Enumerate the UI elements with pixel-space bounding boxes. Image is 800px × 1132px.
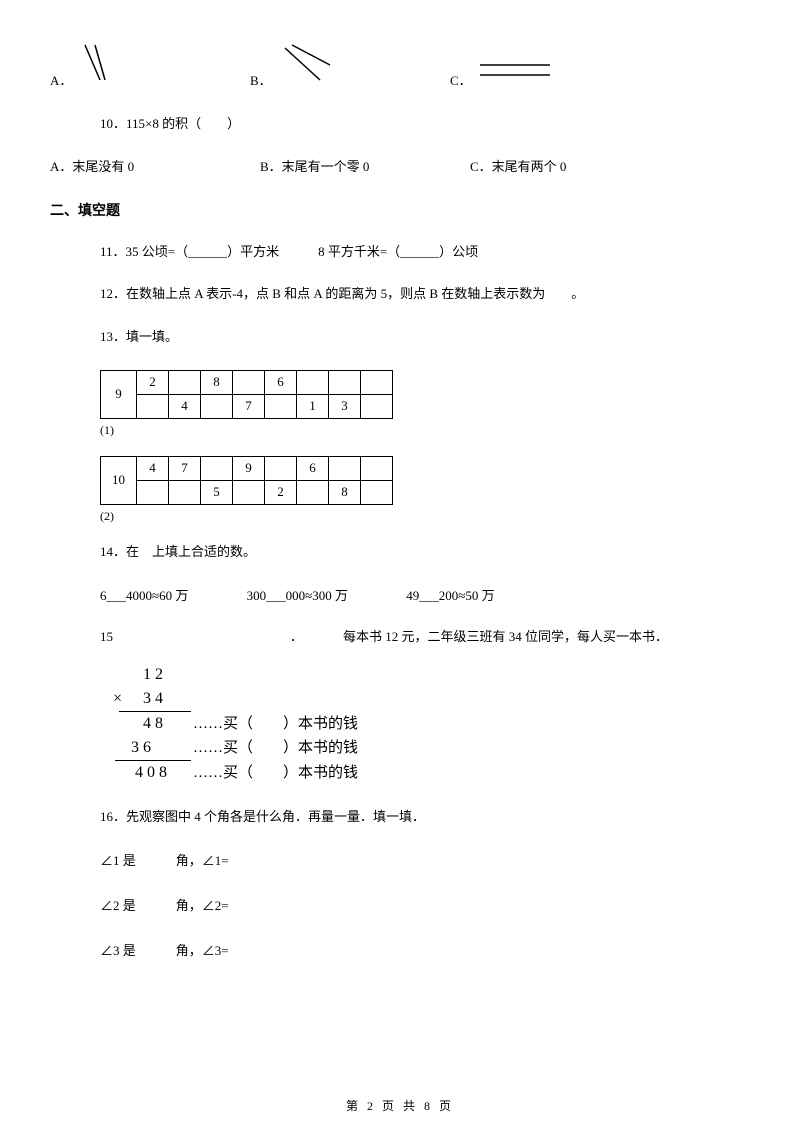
t1-label: 9	[101, 370, 137, 418]
q10-text: 10．115×8 的积（ ）	[50, 114, 750, 135]
mult-sum: 408	[115, 761, 179, 785]
q14-i0[interactable]: 6___4000≈60 万	[100, 585, 188, 604]
q15-row: 15 ． 每本书 12 元，二年级三班有 34 位同学，每人买一本书．	[50, 626, 750, 645]
choice-a[interactable]: A．	[50, 40, 250, 89]
multiplication-work: 12 ×34 48 ……买（ ）本书的钱 36 ……买（ ）本书的钱 408 ……买（…	[115, 663, 750, 785]
t2-label: 10	[101, 456, 137, 504]
q10-b[interactable]: B．末尾有一个零 0	[260, 157, 470, 178]
times-icon: ×	[113, 687, 122, 711]
choice-a-label: A．	[50, 70, 72, 89]
q14-items: 6___4000≈60 万 300___000≈300 万 49___200≈5…	[100, 585, 750, 604]
q13-sub2: (2)	[100, 509, 750, 524]
lines-icon-b	[280, 40, 335, 89]
mult-p1: 48	[115, 712, 175, 736]
q11: 11．35 公顷=（______）平方米 8 平方千米=（______）公顷	[50, 242, 750, 263]
page-footer: 第 2 页 共 8 页	[0, 1097, 800, 1114]
q15-text: 每本书 12 元，二年级三班有 34 位同学，每人买一本书．	[343, 626, 668, 645]
q16-l3[interactable]: ∠3 是角，∠3=	[100, 940, 750, 959]
q15-num: 15	[100, 629, 150, 645]
lines-icon-c	[480, 55, 552, 89]
note2[interactable]: ……买（ ）本书的钱	[193, 737, 358, 760]
note3[interactable]: ……买（ ）本书的钱	[193, 762, 358, 785]
q10-a[interactable]: A．末尾没有 0	[50, 157, 260, 178]
choice-c-label: C．	[450, 70, 472, 89]
q13-sub1: (1)	[100, 423, 750, 438]
section-2-header: 二、填空题	[50, 200, 750, 220]
choice-c[interactable]: C．	[450, 55, 650, 89]
q10-choices: A．末尾没有 0 B．末尾有一个零 0 C．末尾有两个 0	[50, 157, 750, 178]
q12: 12．在数轴上点 A 表示-4，点 B 和点 A 的距离为 5，则点 B 在数轴…	[50, 284, 750, 305]
q14-i2[interactable]: 49___200≈50 万	[406, 585, 494, 604]
mult-a: 12	[115, 663, 175, 687]
q13-title: 13．填一填。	[50, 327, 750, 348]
q13-table2: 10 4 7 9 6 5 2 8	[100, 456, 750, 505]
q14-i1[interactable]: 300___000≈300 万	[247, 585, 348, 604]
choice-b[interactable]: B．	[250, 40, 450, 89]
q16-l2[interactable]: ∠2 是角，∠2=	[100, 895, 750, 914]
q16-l1[interactable]: ∠1 是角，∠1=	[100, 850, 750, 869]
mult-p2: 36	[115, 736, 175, 760]
q14-title: 14．在 上填上合适的数。	[50, 542, 750, 563]
q16-title: 16．先观察图中 4 个角各是什么角．再量一量．填一填．	[50, 807, 750, 828]
q13-table1: 9 2 8 6 4 7 1 3	[100, 370, 750, 419]
q9-choices: A． B． C．	[50, 40, 750, 89]
mult-b: 34	[115, 687, 175, 711]
lines-icon-a	[80, 40, 130, 89]
q10-c[interactable]: C．末尾有两个 0	[470, 157, 566, 178]
note1[interactable]: ……买（ ）本书的钱	[193, 713, 358, 736]
choice-b-label: B．	[250, 70, 272, 89]
q15-dot: ．	[290, 626, 303, 645]
